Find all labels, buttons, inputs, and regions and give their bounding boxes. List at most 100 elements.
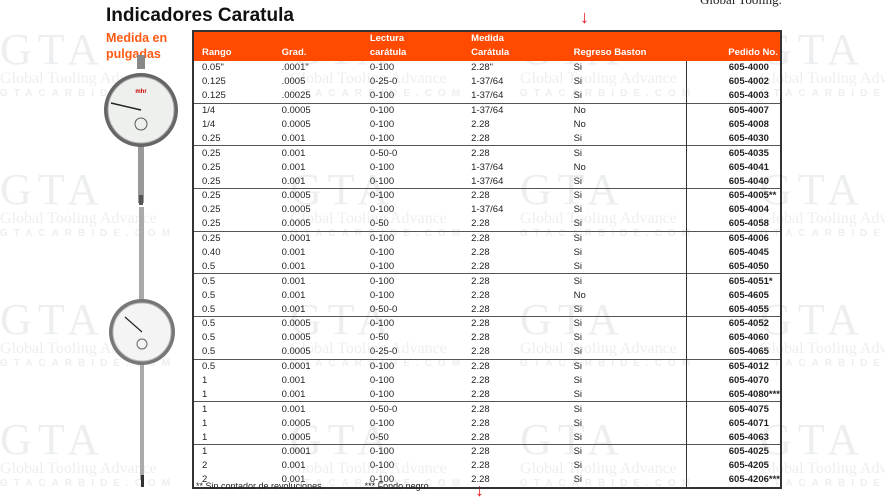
cell-grad: 0.001 xyxy=(273,401,362,417)
cell-pedido: 605-4205 xyxy=(685,458,781,473)
table-row: 0.125 .00025 0-100 1-37/64 Si 605-4003 xyxy=(193,88,781,104)
cell-pedido: 605-4055 xyxy=(685,302,781,317)
cell-pedido: 605-4065 xyxy=(685,344,781,360)
table-row: 0.5 0.001 0-100 2.28 No 605-4605 xyxy=(193,288,781,303)
cell-grad: 0.001 xyxy=(281,175,306,187)
cell-regreso: Si xyxy=(573,247,583,259)
cell-regreso: Si xyxy=(573,375,583,387)
cell-grad: 0.0001 xyxy=(273,444,362,459)
cell-grad: .00025 xyxy=(281,90,311,102)
cell-grad: 0.0005 xyxy=(281,332,311,344)
header-line xyxy=(574,32,687,46)
cell-lectura: 0-100 xyxy=(361,358,464,374)
cell-rango: 1 xyxy=(202,417,208,429)
cell-rango: 1 xyxy=(193,401,274,417)
cell-medida: 2.28 xyxy=(471,332,490,344)
cell-regreso: No xyxy=(573,161,586,173)
table-row: 2 0.001 0-100 2.28 Si 605-4206*** xyxy=(193,472,781,488)
cell-lectura: 0-50-0 xyxy=(369,303,398,315)
cell-pedido: 605-4080*** xyxy=(685,387,781,402)
cell-rango: 1 xyxy=(193,444,274,459)
cell-regreso: Si xyxy=(573,132,583,144)
cell-medida: 2.28 xyxy=(471,218,490,230)
table-row: 1 0.001 0-50-0 2.28 Si 605-4075 xyxy=(193,401,781,417)
cell-grad: 0.001 xyxy=(281,474,306,486)
subtitle: Medida en pulgadas xyxy=(106,31,168,61)
table-row: 0.5 0.0001 0-100 2.28 Si 605-4012 xyxy=(193,358,781,374)
cell-medida: 2.28 xyxy=(471,460,490,472)
cell-pedido: 605-4035 xyxy=(685,145,781,161)
cell-rango: 0.5 xyxy=(193,358,274,374)
column-header-regreso: Regreso Baston xyxy=(565,31,687,61)
cell-pedido: 605-4040 xyxy=(685,174,781,189)
cell-lectura: 0-100 xyxy=(369,161,395,173)
cell-medida: 2.28 xyxy=(463,316,566,331)
cell-rango: 0.5 xyxy=(202,346,216,358)
cell-rango: 0.40 xyxy=(202,247,221,259)
cell-regreso: Si xyxy=(573,218,583,230)
dial-indicator-image: mhr xyxy=(104,55,178,487)
cell-medida: 1-37/64 xyxy=(471,204,504,216)
column-header-grad: Grad. xyxy=(273,31,362,61)
cell-rango: 0.5 xyxy=(193,273,274,289)
cell-rango: 0.125 xyxy=(202,76,226,88)
cell-medida: 1-37/64 xyxy=(463,102,566,118)
cell-regreso: Si xyxy=(573,260,583,272)
cell-rango: 0.5 xyxy=(202,289,216,301)
cell-lectura: 0-100 xyxy=(369,90,395,102)
cell-lectura: 0-25-0 xyxy=(369,76,398,88)
cell-rango: 0.25 xyxy=(202,175,221,187)
cell-pedido: 605-4003 xyxy=(685,88,781,104)
cell-regreso: Si xyxy=(573,346,583,358)
cell-pedido: 605-4051* xyxy=(685,273,781,289)
cell-medida: 2.28 xyxy=(471,289,490,301)
cell-lectura: 0-100 xyxy=(369,175,395,187)
cell-regreso: Si xyxy=(565,145,687,161)
table-row: 0.40 0.001 0-100 2.28 Si 605-4045 xyxy=(193,245,781,260)
cell-medida: 2.28 xyxy=(463,444,566,459)
cell-regreso: Si xyxy=(573,474,583,486)
table-row: 0.25 0.001 0-100 1-37/64 No 605-4041 xyxy=(193,160,781,175)
cell-grad: 0.001 xyxy=(281,247,306,259)
table-row: 0.25 0.0005 0-100 2.28 Si 605-4005** xyxy=(193,188,781,203)
cell-medida: 2.28 xyxy=(463,230,566,246)
cell-regreso: Si xyxy=(565,444,687,459)
cell-medida: 2.28 xyxy=(471,247,490,259)
footnote-no-counter: ** Sin contador de revoluciones. xyxy=(196,481,325,491)
cell-grad: 0.0001 xyxy=(273,230,362,246)
table-row: 1 0.0005 0-50 2.28 Si 605-4063 xyxy=(193,430,781,445)
cell-regreso: Si xyxy=(573,460,583,472)
cell-pedido: 605-4002 xyxy=(685,74,781,89)
cell-grad: .0005 xyxy=(281,76,306,88)
cell-rango: 0.25 xyxy=(193,230,274,246)
cell-rango: 0.5 xyxy=(202,260,216,272)
cell-rango: 1/4 xyxy=(193,102,274,118)
cell-regreso: No xyxy=(573,119,586,130)
header-line: Regreso Baston xyxy=(573,47,647,58)
cell-grad: 0.0005 xyxy=(281,431,311,443)
header-line: Lectura xyxy=(369,33,405,44)
cell-pedido: 605-4000 xyxy=(685,61,781,75)
table-row: 0.125 .0005 0-25-0 1-37/64 Si 605-4002 xyxy=(193,74,781,89)
table-row: 0.25 0.0005 0-100 1-37/64 Si 605-4004 xyxy=(193,202,781,217)
table-row: 0.05" .0001" 0-100 2.28" Si 605-4000 xyxy=(193,61,781,75)
cell-medida: 2.28 xyxy=(463,358,566,374)
cell-grad: 0.0005 xyxy=(273,188,362,203)
table-row: 0.5 0.0005 0-100 2.28 Si 605-4052 xyxy=(193,316,781,331)
cell-lectura: 0-50-0 xyxy=(361,145,464,161)
cell-lectura: 0-100 xyxy=(369,204,395,216)
cell-regreso: Si xyxy=(565,273,687,289)
cell-rango: 0.5 xyxy=(202,303,216,315)
cell-lectura: 0-100 xyxy=(361,273,464,289)
svg-text:mhr: mhr xyxy=(135,89,147,95)
cell-regreso: Si xyxy=(573,76,583,88)
header-line: carátula xyxy=(369,47,407,58)
cell-grad: 0.001 xyxy=(281,161,306,173)
header-line xyxy=(728,32,780,46)
column-header-rango: Rango xyxy=(193,31,274,61)
dial-indicator-table: Rango Grad. Lectura carátula Medida Carátula… xyxy=(192,30,782,489)
cell-rango: 1 xyxy=(202,388,208,400)
cell-pedido: 605-4005** xyxy=(685,188,781,203)
cell-lectura: 0-100 xyxy=(369,62,395,74)
cell-pedido: 605-4006 xyxy=(685,230,781,246)
